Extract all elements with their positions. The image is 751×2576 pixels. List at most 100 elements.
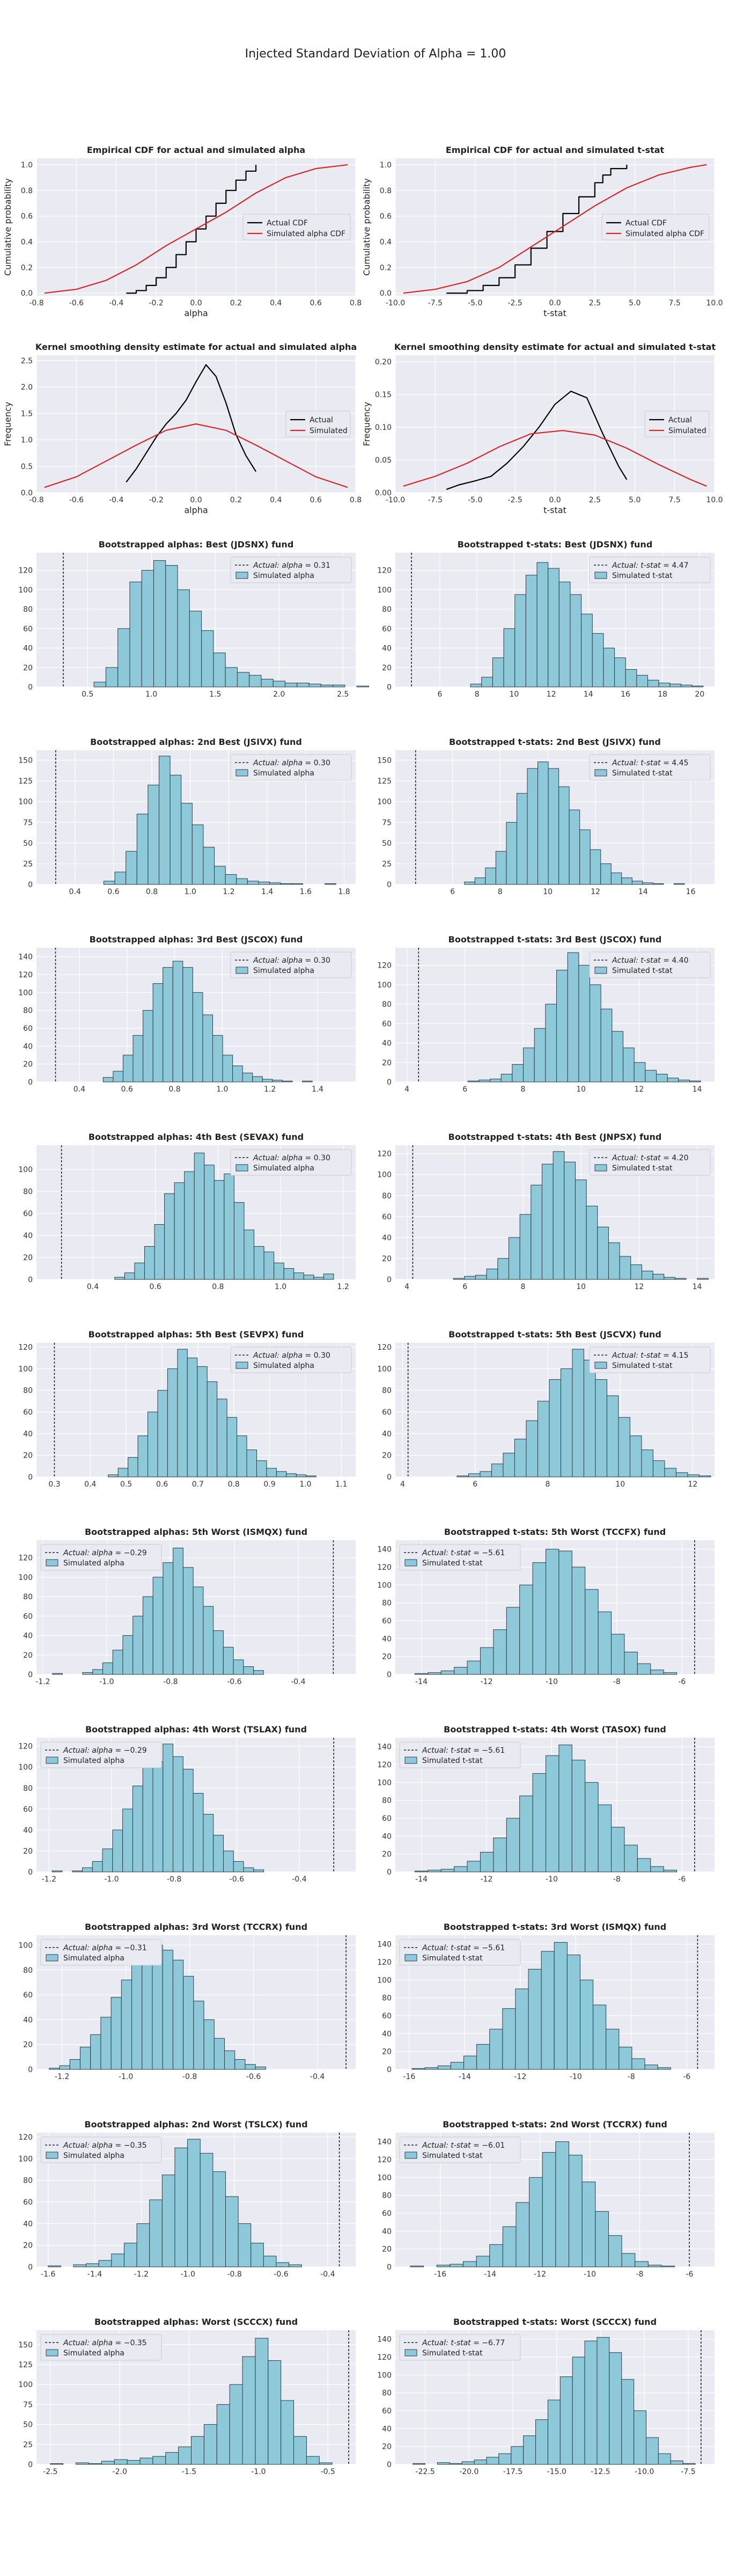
x-tick-label: 5.0 (629, 496, 640, 504)
histogram-bar (93, 682, 106, 687)
y-tick-label: 20 (23, 2041, 33, 2050)
histogram-bar (440, 1670, 455, 1675)
y-tick-label: 0.4 (380, 238, 392, 247)
histogram-bar (480, 1851, 494, 1872)
histogram-bar (546, 1549, 559, 1675)
histogram-bar (141, 570, 154, 687)
y-tick-label: 100 (18, 1763, 33, 1772)
legend-label-simulated: Simulated alpha (63, 1954, 124, 1963)
histogram-bar (674, 1278, 687, 1280)
histogram-bar (165, 565, 178, 687)
histogram-bar (424, 2067, 438, 2070)
histogram-bar (148, 1411, 158, 1477)
y-tick-label: 100 (377, 1171, 392, 1180)
chart-title: Bootstrapped alphas: Best (JDSNX) fund (99, 539, 294, 550)
legend-swatch-bar (404, 1559, 417, 1567)
histogram-bar (103, 881, 115, 885)
legend-box (40, 2334, 162, 2361)
histogram-bar (192, 992, 203, 1082)
y-tick-label: 1.0 (21, 436, 33, 445)
y-tick-label: 140 (377, 2138, 392, 2147)
x-tick-label: -8 (636, 2270, 644, 2279)
y-tick-label: 0 (387, 2461, 392, 2469)
legend-swatch-bar (46, 1757, 58, 1764)
legend-label: Simulated (668, 427, 706, 435)
x-tick-label: -0.6 (230, 1875, 244, 1884)
histogram-bar (246, 1450, 257, 1477)
x-tick-label: -0.8 (29, 299, 43, 308)
histogram-bar (548, 768, 559, 885)
histogram-bar (233, 1659, 244, 1675)
histogram-bar (495, 851, 507, 885)
legend-label: Actual CDF (625, 219, 667, 228)
histogram-bar (669, 684, 681, 687)
x-tick-label: -10 (546, 1678, 558, 1686)
histogram-bar (657, 2067, 671, 2070)
histogram-bar (670, 2460, 683, 2465)
histogram-bar (652, 883, 664, 885)
y-tick-label: 120 (377, 1563, 392, 1572)
y-tick-label: 20 (23, 1651, 33, 1660)
histogram-bar (630, 1264, 642, 1280)
histogram-bar (461, 2461, 475, 2465)
legend-label-actual: Actual: alpha = 0.30 (253, 956, 330, 965)
y-tick-label: 60 (382, 2012, 392, 2021)
histogram-bar (464, 881, 475, 885)
histogram-bar (529, 2177, 543, 2267)
histogram-bar (598, 1804, 612, 1872)
chart-panel-2: -10.0 -7.5 -5.0 -2.5 0.0 2.5 5.0 7.5 10.0 0.0 0.2 0… (362, 145, 723, 318)
x-tick-label: 5.0 (629, 299, 640, 308)
histogram-bar (157, 1390, 168, 1477)
histogram-bar (680, 684, 693, 687)
y-tick-label: 20 (382, 664, 392, 672)
histogram-bar (623, 1048, 635, 1082)
histogram-bar (112, 1829, 123, 1872)
y-tick-label: 150 (18, 757, 33, 765)
histogram-bar (526, 1420, 538, 1477)
y-tick-label: 100 (377, 1581, 392, 1590)
legend-label-actual: Actual: alpha = −0.29 (63, 1746, 147, 1755)
x-tick-label: -6 (678, 1678, 686, 1686)
y-tick-label: 40 (23, 1042, 33, 1051)
y-tick-label: 120 (18, 1743, 33, 1751)
histogram-bar (547, 2399, 561, 2465)
series-line-1 (446, 164, 628, 294)
x-tick-label: 0.2 (230, 299, 242, 308)
x-tick-label: 0.0 (190, 496, 202, 504)
histogram-bar (570, 594, 582, 687)
histogram-bar (411, 2068, 425, 2070)
legend-box (601, 214, 710, 240)
histogram-bar (262, 1079, 273, 1082)
x-tick-label: 8 (546, 1480, 550, 1489)
histogram-bar (152, 1577, 164, 1675)
histogram-bar (534, 1028, 546, 1082)
legend-box (242, 214, 351, 240)
x-axis-label: t-stat (543, 505, 566, 515)
histogram-bar (308, 684, 321, 687)
y-tick-label: 0 (387, 2263, 392, 2272)
y-tick-label: 80 (23, 605, 33, 614)
histogram-bar (289, 2264, 302, 2267)
histogram-bar (476, 2256, 490, 2267)
y-tick-label: 0.6 (380, 213, 392, 221)
x-tick-label: 8 (475, 690, 480, 699)
histogram-bar (678, 1079, 690, 1082)
x-tick-label: -10 (570, 2073, 582, 2081)
y-tick-label: 0 (28, 683, 33, 692)
histogram-bar (165, 2452, 179, 2465)
x-tick-label: 12 (591, 888, 600, 896)
histogram-bar (467, 1080, 480, 1082)
legend-label-simulated: Simulated t-stat (422, 1954, 483, 1963)
y-tick-label: 100 (377, 586, 392, 595)
y-tick-label: 120 (377, 567, 392, 575)
legend-label-actual: Actual: t-stat = −5.61 (422, 1549, 505, 1557)
x-tick-label: -2.5 (43, 2468, 57, 2476)
x-tick-label: -1.0 (99, 1678, 114, 1686)
y-tick-label: 80 (382, 1387, 392, 1395)
histogram-bar (608, 1242, 620, 1280)
histogram-bar (132, 1035, 144, 1082)
y-tick-label: 60 (23, 625, 33, 633)
y-axis-label: Cumulative probability (362, 178, 372, 276)
y-tick-label: 120 (18, 1554, 33, 1563)
chart-panel-4: -10.0 -7.5 -5.0 -2.5 0.0 2.5 5.0 7.5 10.0 0.00 0.0… (362, 342, 723, 515)
